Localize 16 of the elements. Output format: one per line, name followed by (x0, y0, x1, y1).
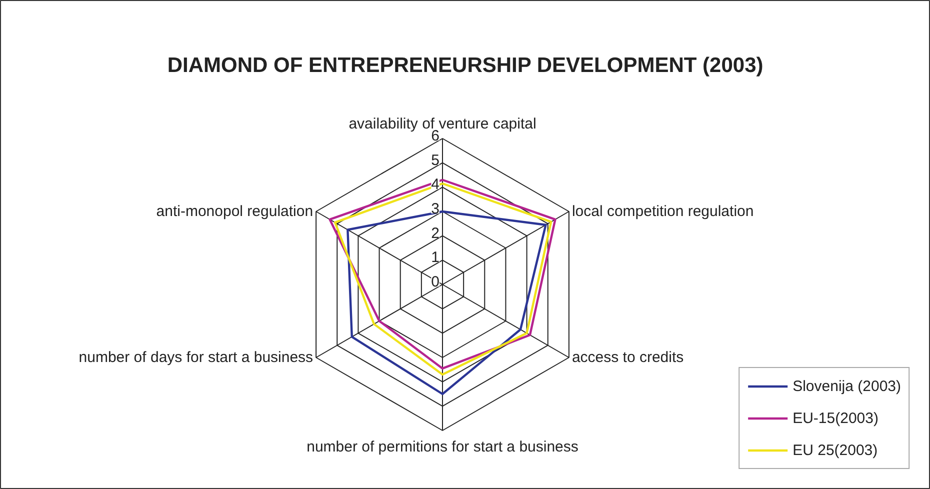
legend-label: Slovenija (2003) (792, 378, 901, 394)
y-tick-label: 5 (431, 152, 440, 169)
spoke-label: access to credits (572, 349, 684, 366)
y-tick-label: 3 (431, 200, 440, 218)
y-tick-label: 6 (431, 128, 440, 144)
y-tick-label: 4 (431, 176, 440, 194)
legend-label: EU-15(2003) (792, 410, 878, 426)
spoke-label: anti-monopol regulation (156, 203, 314, 220)
chart-title: DIAMOND OF ENTREPRENEURSHIP DEVELOPMENT (2003) (167, 54, 764, 77)
legend-label: EU 25(2003) (792, 442, 878, 458)
spoke-label: number of days for start a business (78, 349, 314, 366)
y-tick-label: 0 (431, 274, 440, 290)
spoke-label: local competition regulation (572, 203, 754, 220)
spoke-label: number of permitions for start a business (306, 438, 578, 456)
y-tick-label: 2 (431, 224, 440, 242)
y-tick-label: 1 (431, 249, 440, 266)
